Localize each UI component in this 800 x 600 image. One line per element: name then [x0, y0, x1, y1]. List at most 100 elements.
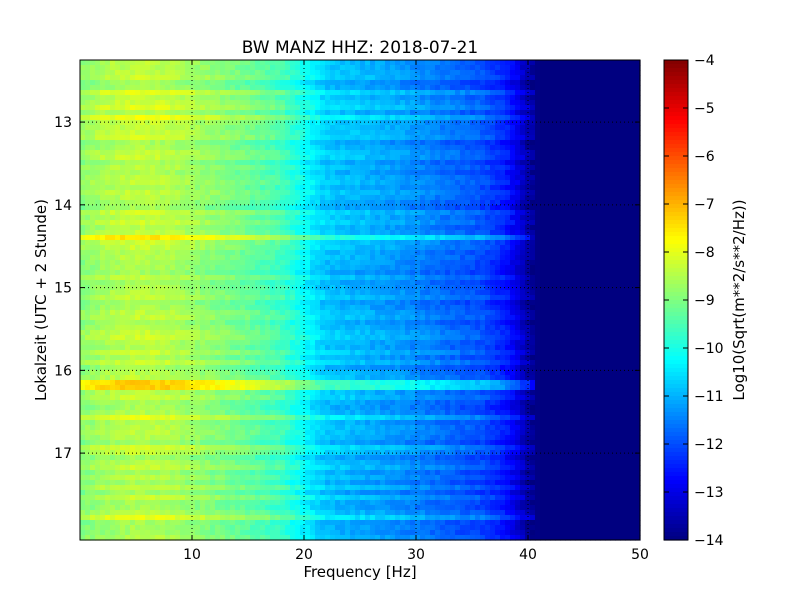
heatmap-cell — [620, 100, 626, 106]
heatmap-cell — [385, 225, 391, 231]
heatmap-cell — [185, 140, 191, 146]
heatmap-cell — [495, 245, 501, 251]
heatmap-cell — [610, 95, 616, 101]
heatmap-cell — [275, 105, 281, 111]
heatmap-cell — [435, 245, 441, 251]
heatmap-cell — [545, 60, 551, 66]
heatmap-cell — [420, 200, 426, 206]
heatmap-cell — [370, 240, 376, 246]
heatmap-cell — [305, 145, 311, 151]
heatmap-cell — [635, 205, 641, 211]
heatmap-cell — [405, 225, 411, 231]
heatmap-cell — [535, 200, 541, 206]
heatmap-cell — [445, 145, 451, 151]
heatmap-cell — [390, 90, 396, 96]
heatmap-cell — [315, 240, 321, 246]
heatmap-cell — [105, 250, 111, 256]
heatmap-cell — [520, 95, 526, 101]
heatmap-cell — [330, 140, 336, 146]
heatmap-cell — [350, 65, 356, 71]
heatmap-cell — [235, 90, 241, 96]
heatmap-cell — [190, 220, 196, 226]
heatmap-cell — [505, 175, 511, 181]
heatmap-cell — [610, 125, 616, 131]
heatmap-cell — [495, 65, 501, 71]
heatmap-cell — [110, 110, 116, 116]
heatmap-cell — [255, 190, 261, 196]
heatmap-cell — [530, 255, 536, 261]
heatmap-cell — [440, 150, 446, 156]
heatmap-cell — [260, 210, 266, 216]
heatmap-cell — [190, 95, 196, 101]
heatmap-cell — [510, 250, 516, 256]
heatmap-cell — [620, 175, 626, 181]
heatmap-cell — [630, 260, 636, 266]
heatmap-cell — [420, 170, 426, 176]
heatmap-cell — [240, 265, 246, 271]
heatmap-cell — [515, 140, 521, 146]
heatmap-cell — [610, 190, 616, 196]
heatmap-cell — [120, 90, 126, 96]
heatmap-cell — [265, 240, 271, 246]
heatmap-cell — [495, 210, 501, 216]
heatmap-cell — [115, 215, 121, 221]
heatmap-cell — [100, 180, 106, 186]
heatmap-cell — [560, 170, 566, 176]
heatmap-cell — [280, 140, 286, 146]
heatmap-cell — [520, 255, 526, 261]
heatmap-cell — [275, 210, 281, 216]
heatmap-cell — [220, 220, 226, 226]
heatmap-cell — [100, 140, 106, 146]
heatmap-cell — [160, 280, 166, 286]
heatmap-cell — [450, 165, 456, 171]
heatmap-cell — [305, 210, 311, 216]
heatmap-cell — [345, 280, 351, 286]
heatmap-cell — [245, 235, 251, 241]
heatmap-cell — [395, 240, 401, 246]
heatmap-cell — [345, 85, 351, 91]
heatmap-cell — [460, 185, 466, 191]
heatmap-cell — [215, 275, 221, 281]
heatmap-cell — [500, 65, 506, 71]
heatmap-cell — [475, 150, 481, 156]
heatmap-cell — [465, 195, 471, 201]
heatmap-cell — [550, 190, 556, 196]
heatmap-cell — [495, 160, 501, 166]
heatmap-cell — [520, 135, 526, 141]
heatmap-cell — [240, 260, 246, 266]
heatmap-cell — [155, 195, 161, 201]
heatmap-cell — [510, 255, 516, 261]
heatmap-cell — [155, 185, 161, 191]
heatmap-cell — [570, 180, 576, 186]
heatmap-cell — [105, 185, 111, 191]
heatmap-cell — [570, 120, 576, 126]
heatmap-cell — [370, 265, 376, 271]
heatmap-cell — [90, 270, 96, 276]
heatmap-cell — [555, 230, 561, 236]
heatmap-cell — [465, 185, 471, 191]
heatmap-cell — [495, 270, 501, 276]
heatmap-cell — [590, 185, 596, 191]
heatmap-cell — [370, 220, 376, 226]
heatmap-cell — [575, 105, 581, 111]
heatmap-cell — [155, 255, 161, 261]
heatmap-cell — [275, 240, 281, 246]
heatmap-cell — [325, 100, 331, 106]
heatmap-cell — [375, 70, 381, 76]
heatmap-cell — [535, 170, 541, 176]
heatmap-cell — [210, 195, 216, 201]
heatmap-cell — [310, 135, 316, 141]
heatmap-cell — [595, 165, 601, 171]
heatmap-cell — [330, 165, 336, 171]
heatmap-cell — [285, 120, 291, 126]
heatmap-cell — [535, 165, 541, 171]
heatmap-cell — [240, 125, 246, 131]
heatmap-cell — [450, 110, 456, 116]
heatmap-cell — [330, 75, 336, 81]
heatmap-cell — [180, 75, 186, 81]
heatmap-cell — [540, 180, 546, 186]
heatmap-cell — [165, 125, 171, 131]
heatmap-cell — [255, 225, 261, 231]
heatmap-cell — [390, 160, 396, 166]
heatmap-cell — [305, 265, 311, 271]
